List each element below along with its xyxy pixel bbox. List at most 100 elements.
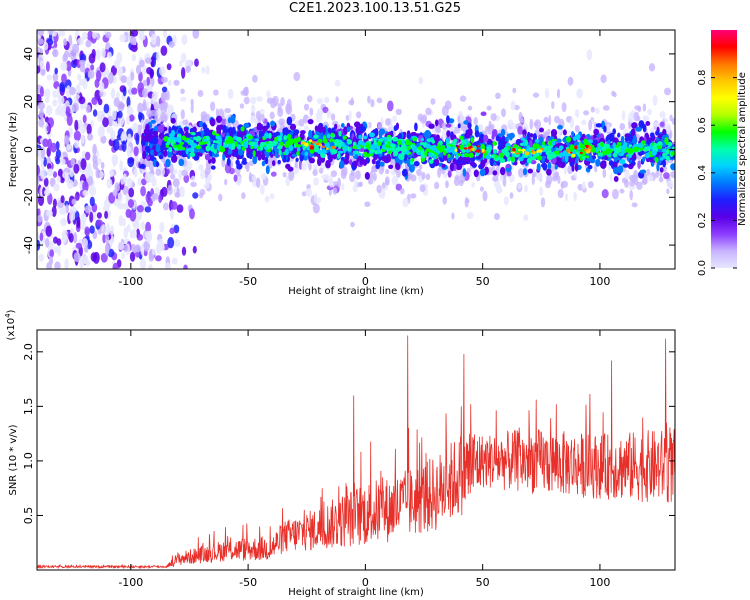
band-halo-blob [467, 105, 473, 111]
band-halo-blob [267, 158, 274, 169]
band-core-blob [212, 140, 217, 144]
noise-blob [37, 38, 44, 45]
noise-blob [45, 225, 53, 237]
band-core-blob [653, 142, 658, 150]
noise-blob [171, 257, 178, 265]
noise-blob [48, 256, 54, 265]
band-blob [354, 121, 361, 128]
noise-blob [97, 125, 105, 138]
band-halo-blob [170, 173, 176, 180]
bright-spot [538, 149, 543, 153]
noise-blob [151, 248, 156, 256]
band-halo-blob [484, 125, 491, 132]
band-blob [451, 134, 457, 140]
bright-spot [482, 148, 485, 153]
band-halo-blob [169, 163, 174, 175]
noise-blob [167, 104, 174, 116]
band-halo-blob [148, 173, 155, 183]
band-blob [325, 160, 331, 169]
band-core-blob [330, 132, 334, 137]
band-blob [401, 168, 408, 177]
band-blob [500, 128, 506, 137]
band-blob [428, 123, 435, 129]
band-core-blob [455, 154, 459, 160]
band-core-blob [507, 156, 512, 162]
band-core-blob [428, 152, 433, 157]
band-blob [334, 123, 338, 130]
band-halo-blob [241, 192, 246, 200]
band-halo-blob [269, 111, 275, 120]
noise-blob [135, 64, 142, 75]
band-halo-blob [466, 167, 471, 173]
band-blob [379, 161, 385, 167]
band-halo-blob [567, 76, 574, 86]
noise-blob [76, 83, 81, 95]
band-blob [270, 153, 274, 158]
band-blob [527, 168, 533, 174]
noise-blob [87, 133, 94, 141]
band-halo-blob [317, 98, 324, 105]
noise-blob [121, 140, 127, 152]
snr-panel: -100 -50 0 50 100 0.5 1.0 1.5 2.0 (x104) Height of… [4, 309, 676, 598]
noise-blob [142, 80, 148, 87]
noise-blob [132, 219, 139, 229]
band-halo-blob [282, 172, 287, 178]
band-halo-blob [197, 90, 204, 97]
noise-blob [109, 225, 115, 236]
noise-blob [129, 251, 136, 262]
spectrogram-panel: -100 -50 0 50 100 -40 -20 0 20 40 Height of straig… [8, 29, 676, 297]
band-core-blob [559, 152, 565, 156]
noise-blob [50, 142, 57, 153]
y-tick-label: 1.0 [22, 452, 35, 470]
band-core-blob [392, 136, 399, 142]
noise-blob [126, 105, 132, 116]
noise-blob [65, 60, 72, 72]
band-core-blob [628, 144, 633, 148]
band-halo-blob [600, 74, 607, 84]
band-blob [139, 163, 146, 169]
band-core-blob [654, 157, 659, 163]
noise-blob [63, 135, 70, 146]
band-blob [546, 168, 552, 176]
band-core-blob [279, 132, 283, 138]
noise-blob [39, 108, 44, 119]
noise-blob [66, 114, 73, 126]
band-blob [595, 158, 601, 167]
band-core-blob [407, 145, 411, 151]
band-halo-blob [512, 87, 517, 94]
band-core-blob [215, 135, 222, 140]
band-core-blob [296, 146, 301, 152]
band-halo-blob [546, 174, 553, 185]
band-core-blob [425, 148, 431, 152]
band-core-blob [342, 135, 347, 140]
band-halo-blob [621, 110, 626, 121]
band-halo-blob [548, 114, 552, 126]
band-halo-blob [142, 88, 148, 98]
band-core-blob [369, 132, 375, 138]
band-halo-blob [531, 174, 535, 186]
band-halo-blob [410, 174, 417, 182]
noise-blob [68, 34, 73, 46]
band-core-blob [465, 149, 470, 153]
noise-blob [117, 191, 123, 203]
noise-blob [123, 226, 129, 239]
noise-blob [130, 71, 135, 81]
y-tick-label: 1.5 [22, 398, 35, 416]
noise-blob [79, 260, 84, 269]
band-blob [623, 163, 629, 168]
band-core-blob [550, 147, 557, 152]
noise-blob [82, 189, 88, 197]
band-core-blob [291, 153, 298, 158]
noise-blob [164, 262, 171, 269]
band-core-blob [191, 132, 196, 136]
band-halo-blob [293, 71, 301, 82]
band-blob [328, 154, 333, 163]
band-core-blob [424, 150, 428, 157]
band-halo-blob [540, 197, 546, 208]
band-halo-blob [183, 174, 190, 184]
noise-blob [102, 117, 109, 128]
noise-blob [101, 224, 107, 235]
band-halo-blob [425, 107, 432, 116]
x-tick-label: 100 [589, 275, 610, 288]
y-tick-label: 0.5 [22, 507, 35, 525]
